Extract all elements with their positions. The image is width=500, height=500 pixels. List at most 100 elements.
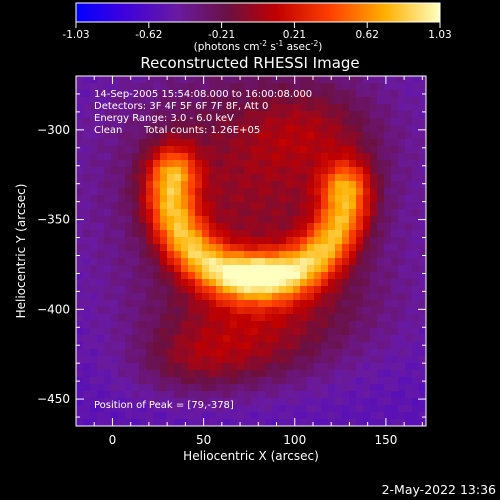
heatmap-cell bbox=[118, 160, 126, 168]
heatmap-cell bbox=[146, 398, 154, 406]
heatmap-cell bbox=[132, 202, 140, 210]
heatmap-cell bbox=[398, 167, 406, 175]
heatmap-cell bbox=[293, 188, 301, 196]
heatmap-cell bbox=[384, 265, 392, 273]
heatmap-cell bbox=[202, 363, 210, 371]
heatmap-cell bbox=[391, 419, 399, 426]
heatmap-cell bbox=[307, 139, 315, 147]
heatmap-cell bbox=[237, 321, 245, 329]
heatmap-cell bbox=[328, 286, 336, 294]
heatmap-cell bbox=[104, 286, 112, 294]
heatmap-cell bbox=[265, 286, 273, 294]
heatmap-cell bbox=[335, 202, 343, 210]
heatmap-cell bbox=[314, 300, 322, 308]
heatmap-cell bbox=[349, 391, 357, 399]
heatmap-cell bbox=[279, 139, 287, 147]
heatmap-cell bbox=[300, 181, 308, 189]
heatmap-cell bbox=[223, 384, 231, 392]
heatmap-cell bbox=[251, 76, 259, 84]
heatmap-cell bbox=[377, 244, 385, 252]
heatmap-cell bbox=[146, 321, 154, 329]
heatmap-cell bbox=[251, 209, 259, 217]
heatmap-cell bbox=[244, 76, 252, 84]
heatmap-cell bbox=[328, 349, 336, 357]
heatmap-cell bbox=[300, 223, 308, 231]
heatmap-cell bbox=[321, 244, 329, 252]
heatmap-cell bbox=[370, 307, 378, 315]
heatmap-cell bbox=[230, 132, 238, 140]
heatmap-cell bbox=[419, 146, 426, 154]
heatmap-cell bbox=[167, 195, 175, 203]
heatmap-cell bbox=[356, 384, 364, 392]
heatmap-cell bbox=[398, 307, 406, 315]
heatmap-cell bbox=[251, 342, 259, 350]
heatmap-cell bbox=[391, 195, 399, 203]
heatmap-cell bbox=[419, 181, 426, 189]
heatmap-cell bbox=[307, 412, 315, 420]
heatmap-cell bbox=[202, 125, 210, 133]
heatmap-cell bbox=[223, 265, 231, 273]
heatmap-cell bbox=[160, 265, 168, 273]
heatmap-cell bbox=[398, 321, 406, 329]
heatmap-cell bbox=[307, 321, 315, 329]
heatmap-cell bbox=[188, 349, 196, 357]
heatmap-cell bbox=[146, 258, 154, 266]
heatmap-cell bbox=[293, 398, 301, 406]
heatmap-cell bbox=[293, 181, 301, 189]
heatmap-cell bbox=[391, 398, 399, 406]
heatmap-cell bbox=[342, 398, 350, 406]
heatmap-cell bbox=[251, 153, 259, 161]
heatmap-cell bbox=[265, 293, 273, 301]
heatmap-cell bbox=[377, 125, 385, 133]
heatmap-cell bbox=[244, 286, 252, 294]
heatmap-cell bbox=[139, 76, 147, 84]
heatmap-cell bbox=[398, 146, 406, 154]
heatmap-cell bbox=[195, 300, 203, 308]
heatmap-cell bbox=[356, 412, 364, 420]
heatmap-cell bbox=[188, 83, 196, 91]
heatmap-cell bbox=[321, 76, 329, 84]
heatmap-cell bbox=[244, 349, 252, 357]
heatmap-cell bbox=[377, 279, 385, 287]
heatmap-cell bbox=[265, 104, 273, 112]
heatmap-cell bbox=[139, 363, 147, 371]
heatmap-cell bbox=[412, 209, 420, 217]
y-tick-label: −450 bbox=[37, 392, 70, 406]
heatmap-cell bbox=[104, 132, 112, 140]
heatmap-cell bbox=[286, 97, 294, 105]
heatmap-cell bbox=[188, 405, 196, 413]
heatmap-cell bbox=[83, 377, 91, 385]
heatmap-cell bbox=[237, 125, 245, 133]
heatmap-cell bbox=[244, 244, 252, 252]
heatmap-cell bbox=[125, 139, 133, 147]
heatmap-cell bbox=[118, 419, 126, 426]
heatmap-cell bbox=[97, 321, 105, 329]
heatmap-cell bbox=[195, 118, 203, 126]
heatmap-cell bbox=[384, 209, 392, 217]
heatmap-cell bbox=[111, 405, 119, 413]
heatmap-cell bbox=[251, 223, 259, 231]
heatmap-cell bbox=[118, 405, 126, 413]
heatmap-cell bbox=[111, 279, 119, 287]
heatmap-cell bbox=[405, 349, 413, 357]
heatmap-cell bbox=[146, 335, 154, 343]
heatmap-cell bbox=[139, 118, 147, 126]
heatmap-cell bbox=[188, 377, 196, 385]
heatmap-cell bbox=[153, 146, 161, 154]
heatmap-cell bbox=[405, 293, 413, 301]
heatmap-cell bbox=[286, 321, 294, 329]
heatmap-cell bbox=[300, 153, 308, 161]
heatmap-cell bbox=[118, 111, 126, 119]
heatmap-cell bbox=[174, 286, 182, 294]
heatmap-cell bbox=[153, 188, 161, 196]
heatmap-cell bbox=[272, 174, 280, 182]
heatmap-cell bbox=[412, 97, 420, 105]
heatmap-cell bbox=[335, 251, 343, 259]
heatmap-cell bbox=[90, 160, 98, 168]
heatmap-cell bbox=[195, 377, 203, 385]
heatmap-cell bbox=[237, 300, 245, 308]
heatmap-cell bbox=[244, 118, 252, 126]
heatmap-cell bbox=[174, 118, 182, 126]
heatmap-cell bbox=[83, 132, 91, 140]
heatmap-cell bbox=[111, 230, 119, 238]
